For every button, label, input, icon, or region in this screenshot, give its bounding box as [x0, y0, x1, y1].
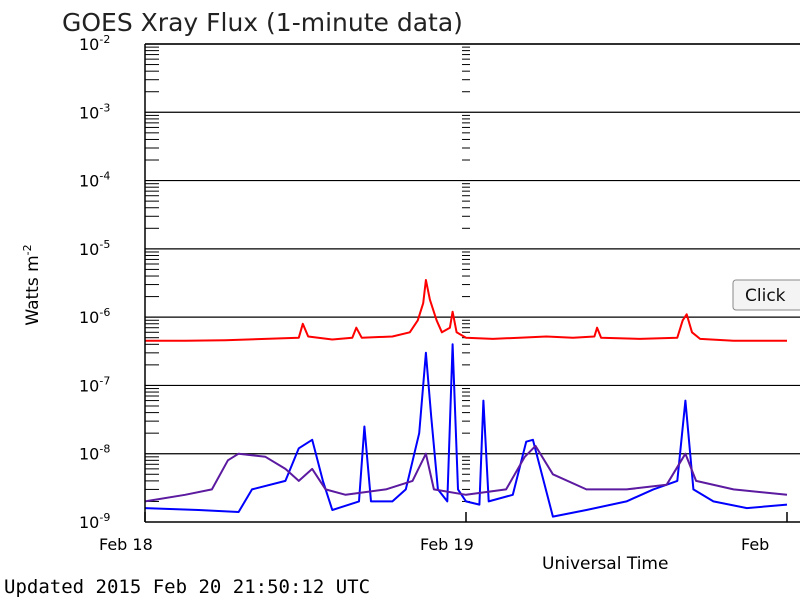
tooltip-label: Click: [745, 286, 786, 306]
y-tick-label: 10-3: [79, 101, 110, 122]
chart-title: GOES Xray Flux (1-minute data): [62, 8, 463, 37]
updated-timestamp: Updated 2015 Feb 20 21:50:12 UTC: [4, 576, 370, 598]
gridlines: [145, 43, 800, 455]
series-line-0: [145, 279, 787, 342]
y-tick-label: 10-7: [79, 374, 110, 395]
y-tick-label: 10-6: [79, 306, 110, 327]
y-tick-label: 10-5: [79, 238, 110, 259]
tooltip-box: [732, 279, 800, 311]
y-tick-label: 10-2: [79, 33, 110, 54]
x-axis-label: Universal Time: [542, 554, 668, 574]
x-tick-label: Feb 19: [420, 535, 474, 554]
y-tick-labels: 10-9 10-8 10-7 10-6 10-5 10-4 10-3 10-2: [79, 33, 110, 532]
tooltip[interactable]: Click: [732, 279, 800, 311]
y-axis-label: Watts m-2: [21, 244, 43, 325]
x-tick-label: Feb: [741, 535, 769, 554]
series-line-2: [144, 444, 788, 503]
minor-ticks: [145, 46, 159, 502]
series-line-1: [144, 343, 788, 518]
y-tick-label: 10-8: [79, 443, 110, 464]
x-tick-labels: Feb 18 Feb 19 Feb: [99, 535, 769, 554]
y-tick-label: 10-4: [79, 170, 110, 191]
series-layer: [144, 279, 788, 518]
x-tick-label: Feb 18: [99, 535, 153, 554]
y-tick-label: 10-9: [79, 511, 110, 532]
